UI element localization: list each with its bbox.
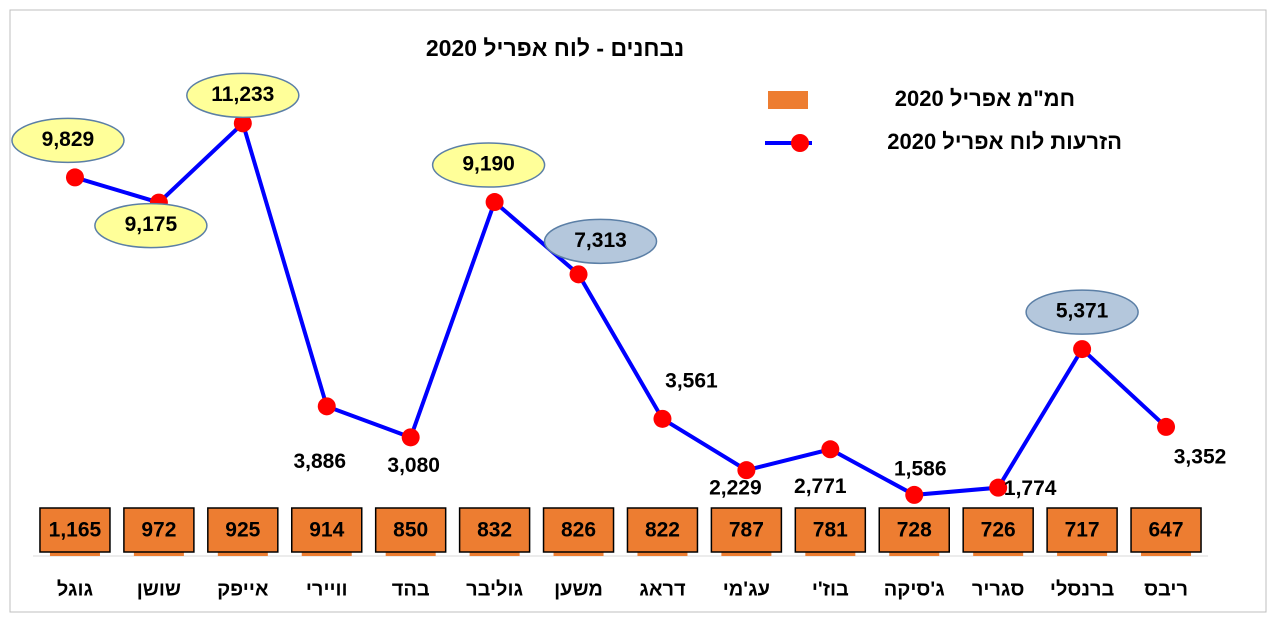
line [74,119,1168,497]
x-tick-label: גוגל [57,578,94,600]
bar-label-box [542,507,615,553]
line-marker [317,397,336,416]
bar-label-box [626,507,699,553]
chart-title: נבחנים - לוח אפריל 2020 [426,35,684,61]
line-marker [485,193,504,212]
x-tick-label: משען [554,578,603,600]
line-label: 1,586 [894,457,947,480]
line-label: 3,886 [293,450,346,473]
line-label: 3,561 [665,369,718,392]
line-marker [821,440,840,459]
line-marker [65,168,84,187]
bar-label-box [123,507,195,553]
bar-label: 826 [561,519,596,542]
label-callout [1025,289,1139,335]
bar-label-box [207,507,279,553]
x-tick-label: אייפק [217,578,269,600]
line-label: 2,229 [709,477,762,500]
bar-label: 781 [813,519,848,542]
line-marker [401,428,420,447]
line-label: 9,190 [462,153,515,176]
line-marker [989,478,1008,497]
x-tick-label: ברנסלי [1050,578,1115,600]
bar-label-box [1046,507,1118,553]
bar-label: 925 [225,519,260,542]
bar-label: 972 [141,519,176,542]
x-tick-label: גוליבר [466,578,523,600]
bar-label-box [458,507,531,553]
bar-label: 787 [729,519,764,542]
label-callout [543,218,658,265]
x-tick-label: סגריר [972,578,1025,600]
bar-label-box [39,507,111,553]
line-label: 9,175 [125,213,178,236]
bar-label: 717 [1065,519,1100,542]
bar-label: 726 [981,519,1016,542]
line-label: 1,774 [1004,477,1057,500]
x-tick-label: עג'מי [723,578,770,600]
legend-swatch [768,91,808,109]
bar-label: 850 [393,519,428,542]
bar-label-box [794,507,867,553]
line-label: 11,233 [211,83,274,106]
line-marker [905,485,924,504]
x-tick-label: ג'סיקה [884,578,945,600]
line-marker [233,114,252,133]
bar-label-box [710,507,783,553]
bar-label: 832 [477,519,512,542]
bar-label: 1,165 [49,519,102,542]
line-label: 5,371 [1056,300,1109,323]
bar-label: 914 [309,519,344,542]
label-callout [431,142,546,188]
bar-label: 728 [897,519,932,542]
line-marker [569,265,588,284]
line-label: 2,771 [794,475,847,498]
legend-label: הזרעות לוח אפריל 2020 [887,129,1122,154]
bar-label-box [1130,507,1202,553]
bar-label: 647 [1149,519,1184,542]
line-marker [1157,417,1176,436]
x-tick-label: בוז'י [812,578,849,600]
line-label: 9,829 [42,128,95,151]
bar-label: 822 [645,519,680,542]
label-callout [186,72,300,119]
line-label: 3,352 [1174,445,1227,468]
line-label: 7,313 [574,229,627,252]
label-callout [94,202,208,249]
x-tick-label: שושן [137,578,181,600]
line-marker [737,461,756,480]
x-tick-label: בהד [392,578,430,600]
line-marker [653,409,672,428]
x-tick-label: דראג [639,578,686,600]
line-label: 3,080 [387,454,440,477]
bar-label-box [374,507,447,553]
x-tick-label: וויירי [306,578,348,600]
bar-label-box [878,507,950,553]
line-marker [1073,340,1092,359]
legend-marker [791,134,809,152]
legend-label: חמ"מ אפריל 2020 [895,86,1075,111]
label-callout [11,117,125,164]
bar-label-box [291,507,363,553]
bar-label-box [962,507,1034,553]
x-tick-label: ריבס [1144,578,1188,600]
